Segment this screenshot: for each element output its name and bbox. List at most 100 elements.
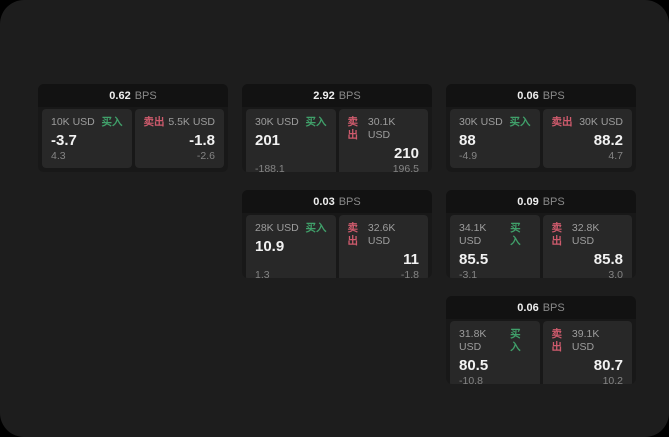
sell-side-badge: 卖出 — [551, 328, 563, 353]
bps-value: 0.09 — [517, 195, 539, 208]
sell-side-badge: 卖出 — [551, 116, 573, 128]
card-header: 0.03 BPS — [242, 190, 432, 213]
card-body: 30K USD 买入 88 -4.9 卖出 30K USD 88.2 4.7 — [450, 109, 632, 168]
buy-size-label: 30K USD — [255, 116, 299, 128]
sell-size-label: 32.8K USD — [571, 222, 600, 247]
sell-side-badge: 卖出 — [143, 116, 165, 128]
buy-size-label: 34.1K USD — [459, 222, 487, 247]
bps-unit-label: BPS — [134, 89, 157, 102]
buy-panel[interactable]: 28K USD 买入 10.9 1.3 — [246, 215, 336, 278]
buy-panel-top: 28K USD 买入 — [255, 222, 327, 235]
buy-side-badge: 买入 — [509, 116, 531, 128]
bps-value: 0.06 — [517, 89, 539, 102]
bps-unit-label: BPS — [542, 301, 565, 314]
sell-panel[interactable]: 卖出 32.6K USD 11 -1.8 — [338, 215, 428, 278]
buy-panel-top: 10K USD 买入 — [51, 116, 123, 129]
sell-price: 11 — [403, 251, 419, 268]
card-body: 10K USD 买入 -3.7 4.3 卖出 5.5K USD -1.8 -2.… — [42, 109, 224, 168]
buy-price: 88 — [459, 132, 476, 149]
spread-card: 0.06 BPS 30K USD 买入 88 -4.9 卖出 30K USD 88… — [446, 84, 636, 172]
sell-panel[interactable]: 卖出 30.1K USD 210 196.5 — [338, 109, 428, 172]
buy-panel-top: 30K USD 买入 — [255, 116, 327, 129]
sell-sub-value: 3.0 — [608, 269, 623, 278]
sell-size-label: 39.1K USD — [571, 328, 600, 353]
card-body: 31.8K USD 买入 80.5 -10.8 卖出 39.1K USD 80.… — [450, 321, 632, 384]
card-header: 0.06 BPS — [446, 296, 636, 319]
buy-sub-value: -10.8 — [459, 375, 483, 384]
buy-size-label: 30K USD — [459, 116, 503, 128]
buy-panel-top: 31.8K USD 买入 — [459, 328, 531, 354]
spread-card: 0.62 BPS 10K USD 买入 -3.7 4.3 卖出 5.5K USD … — [38, 84, 228, 172]
spread-card: 2.92 BPS 30K USD 买入 201 -188.1 卖出 30.1K U… — [242, 84, 432, 172]
buy-side-badge: 买入 — [510, 328, 521, 353]
buy-sub-value: 4.3 — [51, 150, 66, 162]
sell-panel[interactable]: 卖出 39.1K USD 80.7 10.2 — [542, 321, 632, 384]
buy-side-badge: 买入 — [305, 116, 327, 128]
bps-unit-label: BPS — [542, 195, 565, 208]
sell-panel[interactable]: 卖出 32.8K USD 85.8 3.0 — [542, 215, 632, 278]
sell-sub-value: 4.7 — [608, 150, 623, 162]
bps-value: 0.62 — [109, 89, 131, 102]
spread-card: 0.06 BPS 31.8K USD 买入 80.5 -10.8 卖出 39.1K… — [446, 296, 636, 384]
sell-panel[interactable]: 卖出 5.5K USD -1.8 -2.6 — [134, 109, 224, 168]
sell-panel-top: 卖出 39.1K USD — [552, 328, 624, 354]
bps-value: 2.92 — [313, 89, 335, 102]
sell-panel[interactable]: 卖出 30K USD 88.2 4.7 — [542, 109, 632, 168]
buy-panel[interactable]: 30K USD 买入 88 -4.9 — [450, 109, 540, 168]
sell-panel-top: 卖出 30K USD — [552, 116, 624, 129]
sell-size-label: 30.1K USD — [367, 116, 396, 141]
buy-panel[interactable]: 30K USD 买入 201 -188.1 — [246, 109, 336, 172]
card-body: 30K USD 买入 201 -188.1 卖出 30.1K USD 210 1… — [246, 109, 428, 172]
spread-card: 0.09 BPS 34.1K USD 买入 85.5 -3.1 卖出 32.8K … — [446, 190, 636, 278]
bps-unit-label: BPS — [338, 195, 361, 208]
buy-sub-value: -188.1 — [255, 163, 285, 172]
buy-size-label: 28K USD — [255, 222, 299, 234]
sell-sub-value: 196.5 — [392, 163, 419, 172]
sell-panel-top: 卖出 32.8K USD — [552, 222, 624, 248]
sell-sub-value: -2.6 — [196, 150, 215, 162]
sell-sub-value: -1.8 — [400, 269, 419, 278]
buy-price: 85.5 — [459, 251, 489, 268]
buy-panel[interactable]: 34.1K USD 买入 85.5 -3.1 — [450, 215, 540, 278]
buy-panel[interactable]: 31.8K USD 买入 80.5 -10.8 — [450, 321, 540, 384]
spread-card: 0.03 BPS 28K USD 买入 10.9 1.3 卖出 32.6K USD… — [242, 190, 432, 278]
buy-side-badge: 买入 — [510, 222, 521, 247]
bps-unit-label: BPS — [338, 89, 361, 102]
sell-price: -1.8 — [189, 132, 215, 149]
sell-price: 80.7 — [593, 357, 623, 374]
sell-price: 210 — [393, 145, 419, 162]
card-body: 34.1K USD 买入 85.5 -3.1 卖出 32.8K USD 85.8… — [450, 215, 632, 278]
sell-size-label: 30K USD — [579, 116, 623, 128]
sell-panel-top: 卖出 30.1K USD — [348, 116, 420, 142]
buy-price: 10.9 — [255, 238, 285, 255]
buy-side-badge: 买入 — [305, 222, 327, 234]
buy-panel[interactable]: 10K USD 买入 -3.7 4.3 — [42, 109, 132, 168]
cards-grid: 0.62 BPS 10K USD 买入 -3.7 4.3 卖出 5.5K USD … — [38, 84, 636, 384]
buy-sub-value: -4.9 — [459, 150, 478, 162]
sell-side-badge: 卖出 — [347, 222, 359, 247]
bps-value: 0.06 — [517, 301, 539, 314]
sell-size-label: 32.6K USD — [367, 222, 396, 247]
sell-side-badge: 卖出 — [347, 116, 359, 141]
buy-side-badge: 买入 — [101, 116, 123, 128]
bps-unit-label: BPS — [542, 89, 565, 102]
sell-size-label: 5.5K USD — [168, 116, 215, 128]
sell-panel-top: 卖出 32.6K USD — [348, 222, 420, 248]
sell-sub-value: 10.2 — [602, 375, 623, 384]
sell-side-badge: 卖出 — [551, 222, 563, 247]
buy-panel-top: 34.1K USD 买入 — [459, 222, 531, 248]
buy-panel-top: 30K USD 买入 — [459, 116, 531, 129]
card-header: 0.62 BPS — [38, 84, 228, 107]
buy-price: 201 — [255, 132, 281, 149]
card-header: 0.09 BPS — [446, 190, 636, 213]
buy-price: 80.5 — [459, 357, 489, 374]
card-header: 2.92 BPS — [242, 84, 432, 107]
card-body: 28K USD 买入 10.9 1.3 卖出 32.6K USD 11 -1.8 — [246, 215, 428, 278]
sell-price: 85.8 — [593, 251, 623, 268]
sell-panel-top: 卖出 5.5K USD — [144, 116, 216, 129]
sell-price: 88.2 — [593, 132, 623, 149]
buy-size-label: 10K USD — [51, 116, 95, 128]
buy-size-label: 31.8K USD — [459, 328, 487, 353]
